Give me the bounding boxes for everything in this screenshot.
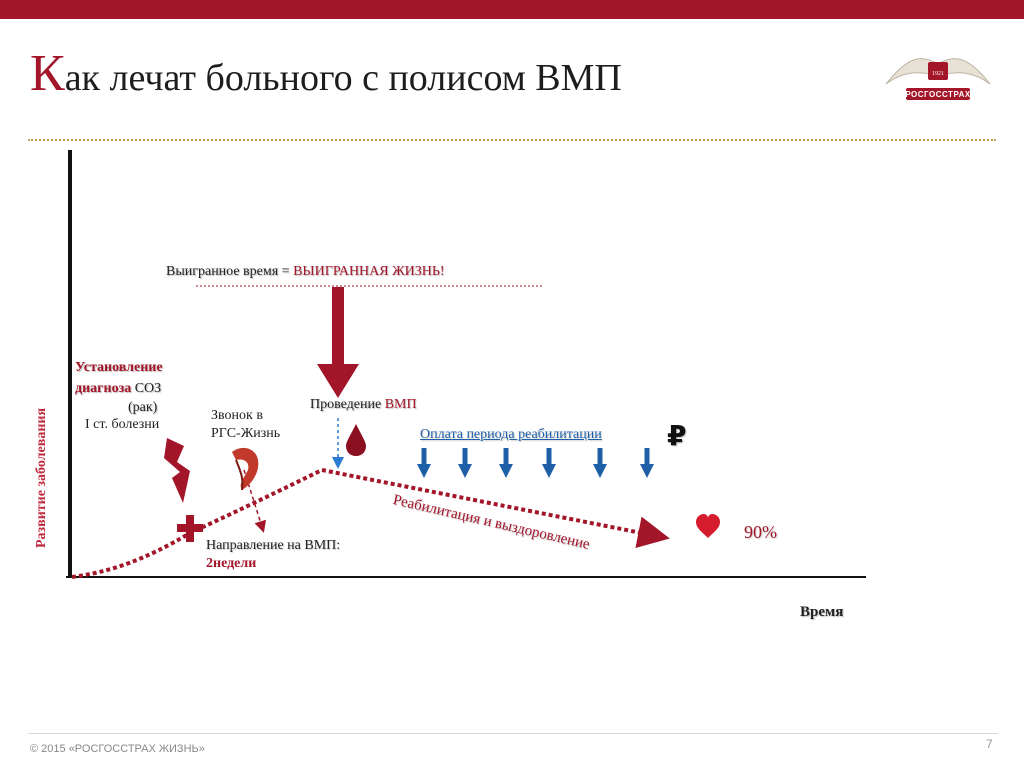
diagnosis-line-1: Установление (75, 360, 163, 375)
call-line-1: Звонок в (211, 408, 263, 423)
disease-progress-curve (71, 468, 323, 579)
title-divider (28, 139, 996, 141)
y-axis-label: Развитие заболевания (34, 407, 49, 549)
down-arrow-icon (417, 448, 431, 478)
referral-line-2: 2недели (206, 556, 257, 571)
title-initial: К (30, 45, 65, 102)
footer-divider (28, 733, 998, 734)
down-arrow-icon (593, 448, 607, 478)
disease-stage-label: I ст. болезни (85, 417, 160, 432)
won-time-label: Выигранное время = ВЫИГРАННАЯ ЖИЗНЬ! (166, 264, 445, 280)
diagnosis-word: диагноза (75, 381, 135, 396)
down-arrow-icon (640, 448, 654, 478)
page-title: Как лечат больного с полисом ВМП (30, 48, 622, 100)
won-time-emphasis: ВЫИГРАННАЯ ЖИЗНЬ! (293, 264, 445, 279)
down-arrow-icon (458, 448, 472, 478)
medical-cross-icon (177, 515, 203, 542)
treatment-prefix: Проведение (310, 397, 385, 412)
logo-year: 1921 (932, 71, 944, 77)
diagnosis-line-3: (рак) (128, 400, 158, 415)
ruble-icon: ₽ (667, 419, 687, 452)
treatment-emphasis: ВМП (384, 397, 417, 412)
heart-icon (696, 514, 720, 538)
recovery-line (321, 468, 670, 549)
logo-text: РОСГОССТРАХ (905, 90, 971, 99)
down-arrow-icon (499, 448, 513, 478)
footer-copyright: © 2015 «РОСГОССТРАХ ЖИЗНЬ» (30, 743, 205, 755)
phone-icon (232, 447, 259, 491)
blood-drop-icon (346, 424, 366, 456)
payment-arrows (417, 448, 654, 478)
down-arrow-icon (317, 287, 359, 398)
diagnosis-line-2: диагноза СОЗ (75, 381, 161, 397)
page-number: 7 (986, 737, 993, 751)
diagnosis-code: СОЗ (134, 381, 162, 396)
company-logo: 1921 РОСГОССТРАХ (885, 58, 991, 100)
title-text: ак лечат больного с полисом ВМП (64, 57, 622, 99)
top-accent-bar (0, 0, 1024, 19)
call-line-2: РГС-Жизнь (211, 426, 281, 441)
won-time-prefix: Выигранное время = (166, 264, 294, 279)
recovery-percent: 90% (744, 522, 777, 542)
down-arrow-icon (542, 448, 556, 478)
x-axis-label: Время (800, 604, 844, 620)
referral-line-1: Направление на ВМП: (206, 538, 341, 553)
treatment-label: Проведение ВМП (310, 397, 417, 413)
lightning-icon (164, 438, 190, 503)
payment-label: Оплата периода реабилитации (420, 427, 602, 442)
